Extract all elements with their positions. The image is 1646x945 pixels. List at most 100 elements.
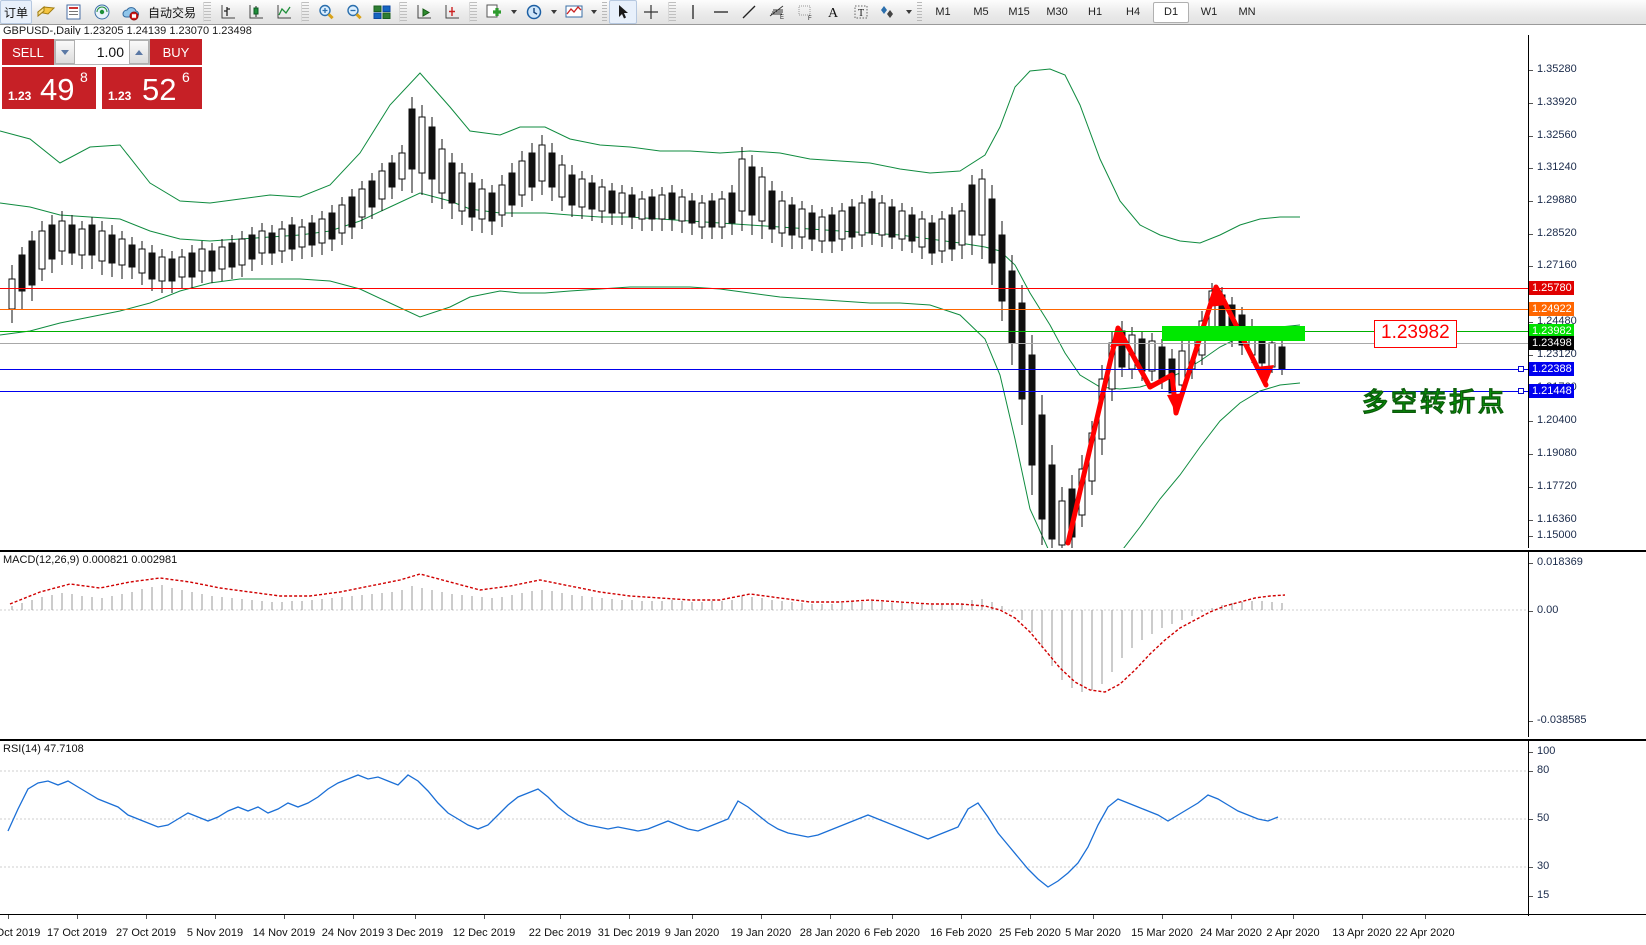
chevron-down-icon[interactable]	[511, 10, 518, 14]
rsi-line	[7, 774, 1279, 888]
autotrade-button[interactable]: 自动交易	[144, 0, 200, 24]
macd-pane[interactable]: MACD(12,26,9) 0.000821 0.002981 0.018369…	[0, 550, 1646, 737]
vline-icon[interactable]	[679, 0, 707, 24]
timeframe-h1[interactable]: H1	[1088, 6, 1103, 18]
rsi-pane[interactable]: RSI(14) 47.7108 100 80 50 30 15	[0, 739, 1646, 916]
bid-price-box[interactable]: 1.23 49 8	[2, 67, 96, 109]
level-line-125780[interactable]	[0, 288, 1528, 289]
macd-histogram	[11, 585, 1283, 692]
orders-button[interactable]: 订单	[0, 0, 33, 24]
indicators-icon[interactable]	[560, 0, 588, 24]
level-anchor-122388[interactable]	[1518, 366, 1524, 372]
toolbar-separator	[203, 2, 212, 22]
timeframe-w1[interactable]: W1	[1200, 6, 1218, 18]
price-plot[interactable]: 1.23982 多空转折点	[0, 35, 1528, 548]
x-tick	[484, 915, 485, 919]
macd-scale[interactable]: 0.018369 0.00 -0.038585	[1528, 552, 1646, 737]
level-line-121448[interactable]	[0, 391, 1528, 392]
price-callout-box[interactable]: 1.23982	[1374, 320, 1457, 348]
crosshair-icon[interactable]	[637, 0, 665, 24]
label-icon[interactable]: T	[847, 0, 875, 24]
chevron-up-icon	[135, 49, 143, 55]
timeframe-m15[interactable]: M15	[1008, 6, 1030, 18]
volume-decrement-button[interactable]	[55, 40, 75, 64]
time-axis[interactable]: Oct 2019 17 Oct 2019 27 Oct 2019 5 Nov 2…	[0, 914, 1646, 945]
main-toolbar: 订单 自动交易	[0, 0, 1646, 25]
level-line-123982[interactable]	[0, 331, 1528, 332]
x-tick	[1293, 915, 1294, 919]
timeframe-mn[interactable]: MN	[1238, 6, 1256, 18]
one-click-trading-panel[interactable]: SELL 1.00 BUY 1.23 49 8 1.23 52 6	[2, 39, 202, 125]
rsi-scale[interactable]: 100 80 50 30 15	[1528, 741, 1646, 916]
autotrade-icon[interactable]	[116, 0, 144, 24]
chevron-down-icon[interactable]	[591, 10, 598, 14]
chevron-down-icon[interactable]	[551, 10, 558, 14]
text-icon[interactable]: A	[819, 0, 847, 24]
history-icon[interactable]	[32, 0, 60, 24]
shapes-icon[interactable]	[875, 0, 903, 24]
volume-value[interactable]: 1.00	[96, 44, 124, 60]
zoom-out-icon[interactable]	[340, 0, 368, 24]
buy-button[interactable]: BUY	[150, 39, 202, 65]
ask-price-box[interactable]: 1.23 52 6	[102, 67, 202, 109]
trendline-icon[interactable]	[735, 0, 763, 24]
auto-scroll-icon[interactable]	[438, 0, 466, 24]
candle-chart-icon[interactable]	[242, 0, 270, 24]
x-label: 9 Jan 2020	[664, 927, 720, 939]
signals-icon[interactable]	[88, 0, 116, 24]
zoom-in-icon[interactable]	[312, 0, 340, 24]
chevron-down-icon[interactable]	[906, 10, 913, 14]
x-tick	[8, 915, 9, 919]
cursor-icon[interactable]	[609, 0, 638, 24]
ask-price-prefix: 1.23	[108, 89, 132, 103]
price-tag-125780: 1.25780	[1529, 281, 1574, 295]
timeframe-h4[interactable]: H4	[1126, 6, 1141, 18]
x-label: 27 Oct 2019	[116, 927, 176, 939]
volume-field[interactable]: 1.00	[54, 39, 150, 65]
x-label: 5 Mar 2020	[1065, 927, 1121, 939]
rsi-plot[interactable]	[0, 741, 1528, 916]
fibo-icon[interactable]: E	[763, 0, 791, 24]
bar-chart-icon[interactable]	[214, 0, 242, 24]
x-tick	[761, 915, 762, 919]
line-chart-icon[interactable]	[270, 0, 298, 24]
level-line-122388[interactable]	[0, 369, 1528, 370]
price-tag-123982: 1.23982	[1529, 324, 1574, 338]
period-icon[interactable]	[520, 0, 548, 24]
chinese-note-label[interactable]: 多空转折点	[1362, 388, 1508, 419]
macd-plot[interactable]	[0, 552, 1528, 737]
hline-icon[interactable]	[707, 0, 735, 24]
timeframe-m30[interactable]: M30	[1046, 6, 1068, 18]
macd-series-svg	[0, 573, 1528, 693]
x-label: 5 Nov 2019	[186, 927, 244, 939]
price-tag-121448: 1.21448	[1529, 384, 1574, 398]
highlight-rectangle[interactable]	[1162, 326, 1305, 341]
new-object-icon[interactable]	[480, 0, 508, 24]
bid-price-big: 49	[40, 72, 75, 107]
x-tick	[353, 915, 354, 919]
one-click-top-row: SELL 1.00 BUY	[2, 39, 202, 65]
ask-price-point: 6	[182, 69, 190, 85]
channel-icon[interactable]: F	[791, 0, 819, 24]
timeframe-d1[interactable]: D1	[1153, 1, 1190, 23]
price-tag-122388: 1.22388	[1529, 362, 1574, 376]
x-label: 14 Nov 2019	[252, 927, 316, 939]
news-icon[interactable]	[60, 0, 88, 24]
volume-increment-button[interactable]	[129, 40, 149, 64]
sell-button[interactable]: SELL	[2, 39, 54, 65]
x-label: 16 Feb 2020	[930, 927, 992, 939]
x-tick	[215, 915, 216, 919]
level-line-124922[interactable]	[0, 309, 1528, 310]
tile-windows-icon[interactable]	[368, 0, 396, 24]
x-tick	[830, 915, 831, 919]
price-pane[interactable]: 1.23982 多空转折点 1.35280 1.33920 1.32560 1.…	[0, 35, 1646, 548]
shift-end-icon[interactable]	[410, 0, 438, 24]
price-series-svg	[0, 68, 1301, 548]
candlestick-series	[8, 97, 1286, 548]
rsi-label: RSI(14) 47.7108	[3, 743, 84, 755]
level-anchor-121448[interactable]	[1518, 388, 1524, 394]
toolbar-gripper	[602, 2, 608, 22]
timeframe-m5[interactable]: M5	[973, 6, 989, 18]
svg-text:F: F	[808, 16, 812, 21]
timeframe-m1[interactable]: M1	[935, 6, 951, 18]
